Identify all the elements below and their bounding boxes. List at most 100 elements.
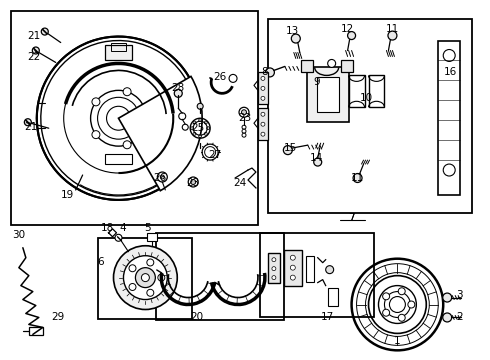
Circle shape	[261, 96, 265, 100]
Bar	[29, 328, 43, 336]
Circle shape	[283, 146, 293, 154]
Bar	[284, 250, 302, 285]
Bar	[98, 238, 192, 319]
Text: 11: 11	[386, 24, 399, 33]
Circle shape	[193, 132, 196, 135]
Circle shape	[41, 28, 48, 35]
Text: 18: 18	[101, 223, 114, 233]
Circle shape	[398, 288, 405, 295]
Circle shape	[398, 314, 405, 321]
Bar	[328, 288, 338, 306]
Text: 21: 21	[27, 31, 41, 41]
Text: 28: 28	[172, 84, 185, 93]
Circle shape	[443, 313, 452, 322]
Circle shape	[182, 124, 188, 130]
Circle shape	[261, 112, 265, 116]
Text: 26: 26	[214, 72, 227, 82]
Bar	[306, 256, 314, 282]
Text: 13: 13	[286, 26, 299, 36]
Circle shape	[272, 258, 276, 262]
Circle shape	[390, 297, 405, 312]
Circle shape	[147, 259, 154, 266]
Circle shape	[115, 234, 122, 241]
Text: 14: 14	[310, 153, 323, 163]
Text: 23: 23	[238, 113, 252, 123]
Circle shape	[129, 284, 136, 291]
Circle shape	[443, 50, 455, 62]
Circle shape	[242, 133, 246, 137]
Circle shape	[106, 106, 130, 130]
Circle shape	[160, 175, 164, 179]
Circle shape	[261, 122, 265, 126]
Circle shape	[32, 47, 39, 54]
Bar	[268, 19, 472, 213]
Text: 5: 5	[144, 223, 151, 233]
Circle shape	[147, 289, 154, 296]
Text: 7: 7	[348, 213, 355, 223]
Text: 4: 4	[119, 223, 126, 233]
Bar	[341, 60, 353, 72]
Circle shape	[290, 275, 295, 280]
Text: 9: 9	[314, 77, 320, 87]
Circle shape	[179, 113, 186, 120]
Text: 21: 21	[24, 122, 37, 132]
Circle shape	[272, 267, 276, 271]
Wedge shape	[119, 76, 202, 191]
Bar	[258, 72, 268, 104]
Circle shape	[242, 129, 246, 133]
Circle shape	[191, 180, 196, 184]
Circle shape	[261, 132, 265, 136]
Text: 20: 20	[191, 312, 204, 323]
Bar	[348, 75, 365, 107]
Text: 29: 29	[51, 312, 64, 323]
Text: 16: 16	[443, 67, 457, 77]
Text: 6: 6	[97, 257, 104, 267]
Bar	[147, 233, 157, 241]
Bar	[268, 253, 280, 283]
Text: 26: 26	[154, 173, 167, 183]
Circle shape	[239, 107, 249, 117]
Text: 7: 7	[348, 213, 355, 223]
Circle shape	[383, 293, 390, 300]
Circle shape	[24, 119, 31, 126]
Circle shape	[198, 119, 202, 122]
Circle shape	[92, 98, 100, 106]
Text: 19: 19	[61, 190, 74, 200]
Circle shape	[188, 177, 198, 187]
Circle shape	[123, 141, 131, 149]
Circle shape	[443, 293, 452, 302]
Circle shape	[207, 127, 210, 130]
Circle shape	[261, 86, 265, 90]
Text: 2: 2	[456, 312, 463, 323]
Circle shape	[158, 274, 165, 281]
Circle shape	[142, 274, 149, 282]
Text: 12: 12	[341, 24, 354, 33]
Circle shape	[123, 256, 167, 300]
Circle shape	[242, 110, 246, 115]
Bar	[368, 75, 385, 107]
Text: 3: 3	[456, 289, 463, 300]
Circle shape	[353, 174, 362, 183]
Circle shape	[388, 31, 397, 40]
Bar	[111, 42, 126, 50]
Circle shape	[443, 164, 455, 176]
Circle shape	[123, 88, 131, 96]
Circle shape	[129, 265, 136, 272]
Text: 8: 8	[262, 67, 268, 77]
Circle shape	[408, 301, 415, 308]
Circle shape	[328, 59, 336, 67]
Bar	[260, 233, 374, 318]
Text: 10: 10	[360, 93, 373, 103]
Circle shape	[242, 125, 246, 129]
Text: 11: 11	[351, 173, 364, 183]
Circle shape	[314, 158, 322, 166]
Text: 22: 22	[27, 53, 41, 63]
Bar	[104, 154, 132, 164]
Circle shape	[204, 121, 207, 124]
Bar	[156, 233, 284, 320]
Circle shape	[92, 131, 100, 139]
Circle shape	[272, 276, 276, 280]
Circle shape	[229, 75, 237, 82]
Circle shape	[326, 266, 334, 274]
Bar	[258, 108, 268, 140]
